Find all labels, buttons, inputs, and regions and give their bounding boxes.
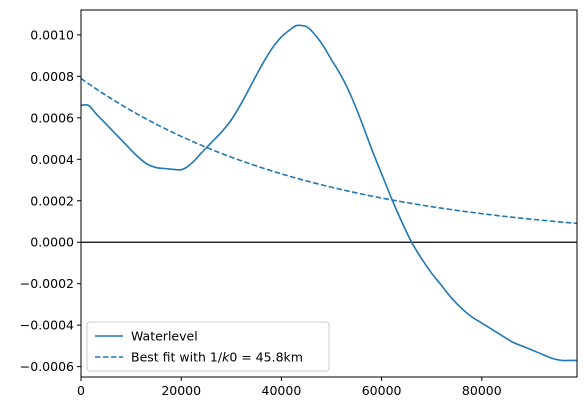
y-tick-label: 0.0002: [30, 193, 74, 208]
y-tick-label: −0.0006: [20, 359, 74, 374]
y-tick-label: −0.0004: [20, 318, 74, 333]
y-tick-label: −0.0002: [20, 276, 74, 291]
x-tick-label: 20000: [161, 383, 201, 398]
y-tick-label: 0.0004: [30, 152, 74, 167]
plot-frame: [80, 9, 578, 378]
y-axis: −0.0006 −0.0004 −0.0002 0.0000 0.0002 0.0004 0…: [20, 27, 81, 374]
y-tick-label: 0.0008: [30, 69, 74, 84]
legend: Waterlevel Best fit with 1/k0 = 45.8km: [86, 321, 330, 372]
y-tick-label: 0.0010: [30, 27, 74, 42]
series-layer: [80, 24, 578, 362]
x-tick-label: 0: [77, 383, 85, 398]
x-tick-label: 40000: [262, 383, 302, 398]
legend-label-best-fit: Best fit with 1/k0 = 45.8km: [131, 350, 303, 365]
y-tick-label: 0.0006: [30, 110, 74, 125]
x-tick-label: 60000: [362, 383, 402, 398]
y-tick-label: 0.0000: [30, 235, 74, 250]
series-best-fit-line: [80, 77, 578, 225]
x-axis: 0 20000 40000 60000 80000: [77, 377, 502, 398]
legend-box: [86, 321, 330, 372]
series-waterlevel-line: [80, 24, 577, 362]
legend-label-waterlevel: Waterlevel: [131, 329, 198, 344]
x-tick-label: 80000: [462, 383, 502, 398]
